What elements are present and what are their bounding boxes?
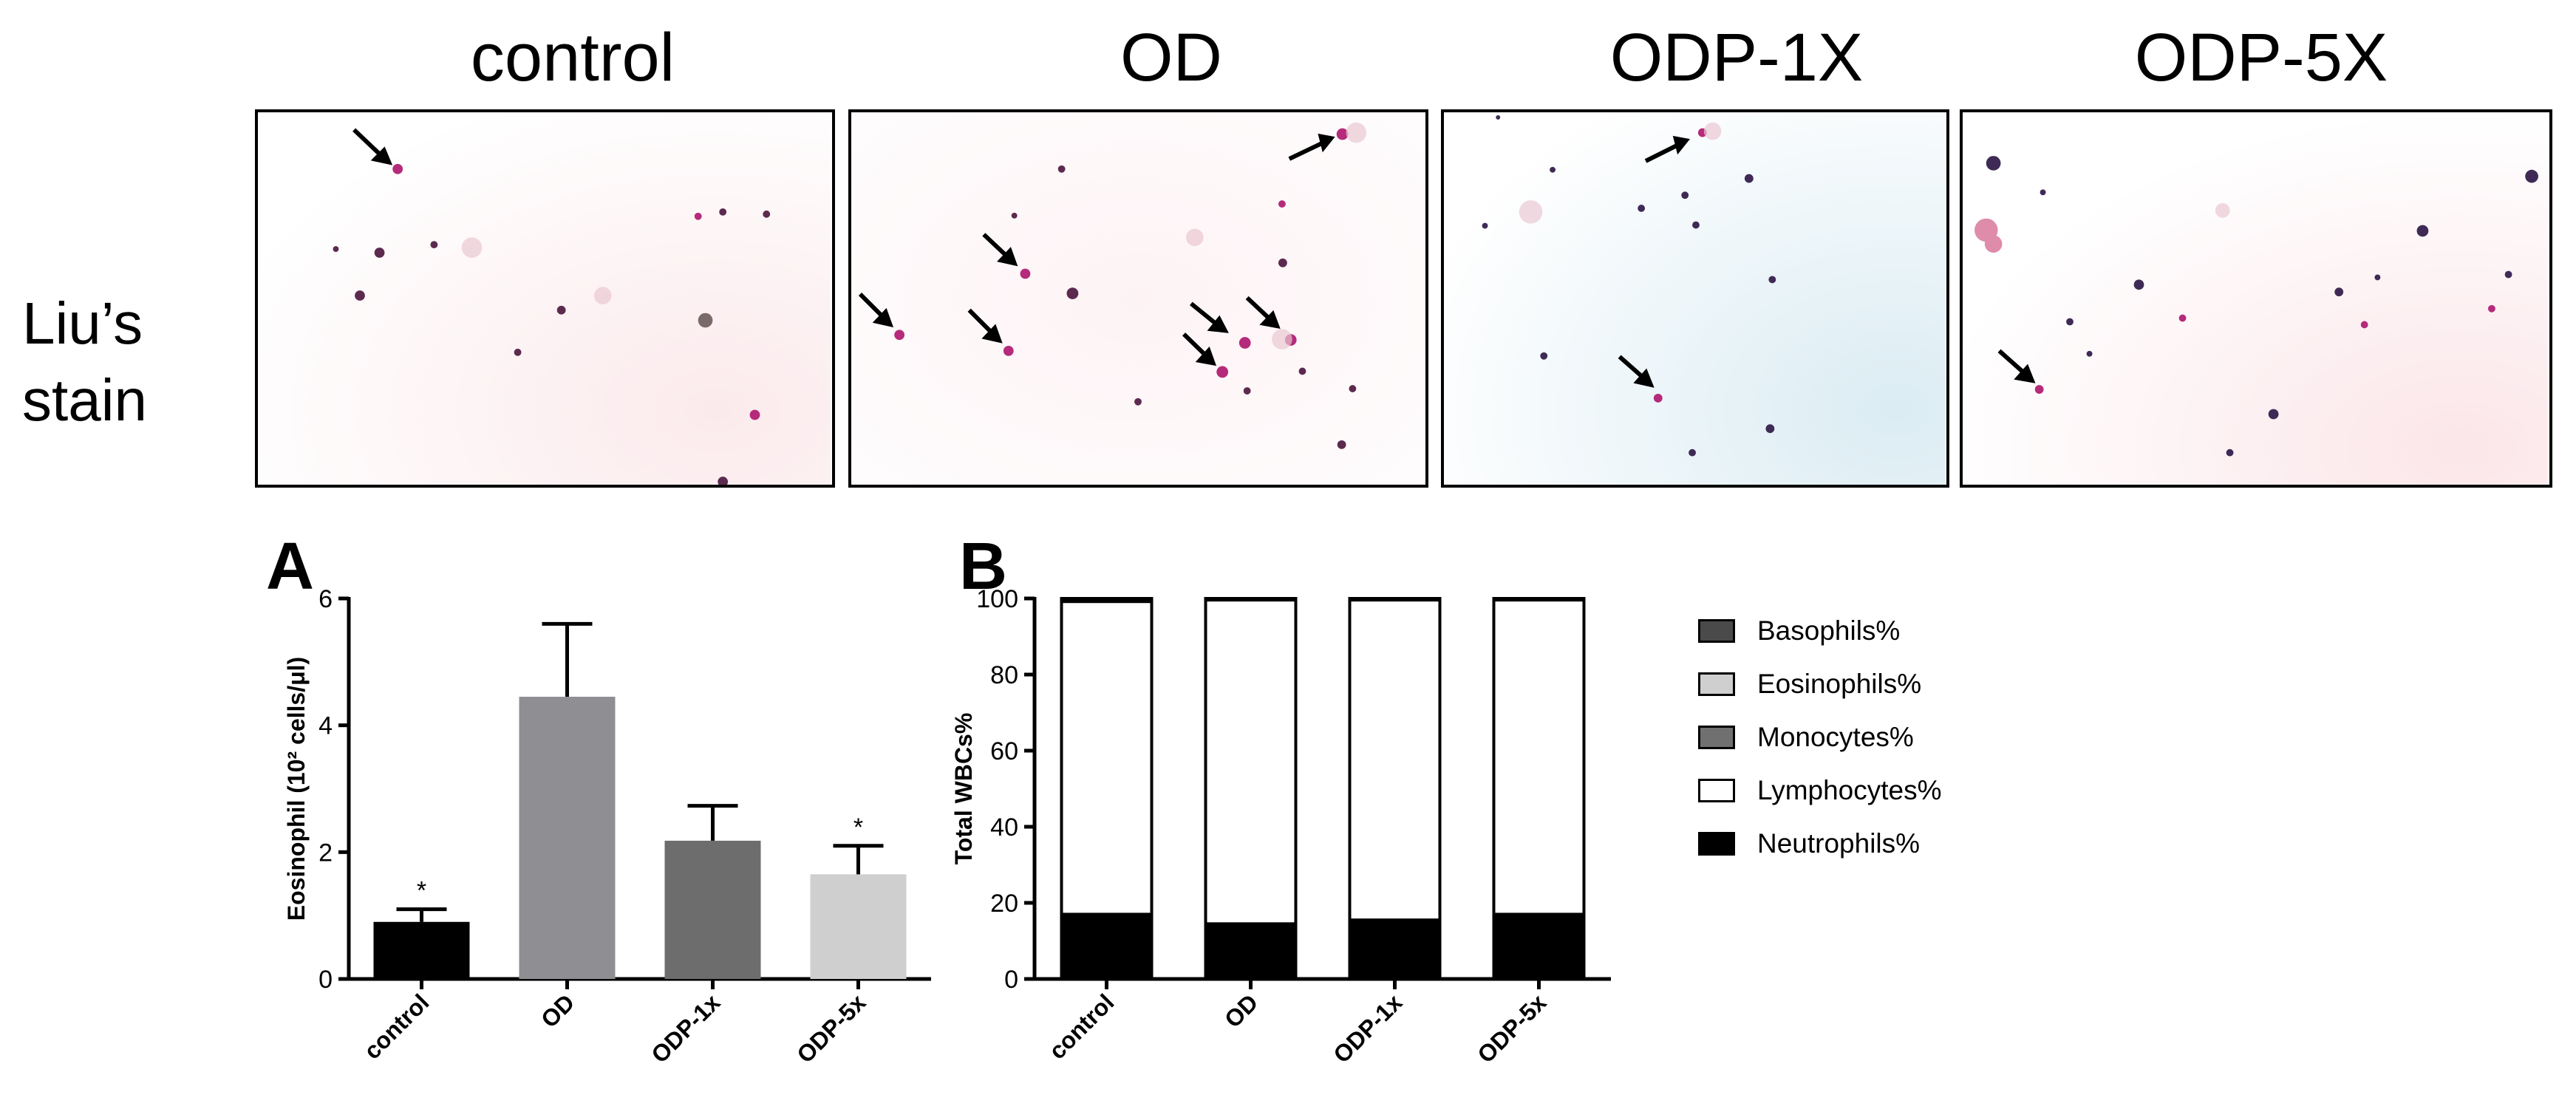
chart-a-bar-odp-5x: [810, 874, 907, 979]
chart-b-x-tick-label-control: control: [1043, 989, 1119, 1064]
chart-a-x-tick-label-od: OD: [536, 989, 579, 1032]
chart-b-segment-neutrophils-odp-1x: [1348, 918, 1442, 980]
legend-swatch-basophils: [1698, 619, 1735, 643]
chart-a-significance-control: *: [417, 877, 426, 905]
panel-title-od: OD: [1120, 20, 1222, 95]
chart-b-segment-lymphocytes-control: [1060, 600, 1154, 916]
micrograph-od: [848, 109, 1428, 488]
chart-b-x-tick-label-od: OD: [1219, 989, 1263, 1032]
chart-b-x-tick-label-odp-1x: ODP-1x: [1328, 989, 1407, 1068]
legend-item-lymphocytes: Lymphocytes%: [1698, 764, 1942, 817]
chart-b-segment-basophils-od: [1204, 597, 1298, 601]
panel-letter-b: B: [959, 530, 1007, 604]
legend-swatch-lymphocytes: [1698, 779, 1735, 802]
chart-a-y-axis-title: Eosinophil (10² cells/μl): [283, 657, 310, 921]
panel-title-odp-1x: ODP-1X: [1609, 20, 1864, 95]
micrograph-odp-5x-image: [1964, 112, 2548, 485]
chart-a-y-tick-label: 6: [318, 585, 333, 613]
chart-a-bar-od: [519, 697, 616, 979]
micrograph-control: [255, 109, 835, 488]
chart-a-bar-odp-1x: [664, 840, 761, 979]
micrograph-odp-5x: [1960, 109, 2552, 488]
micrograph-odp-1x-image: [1445, 112, 1946, 485]
legend-swatch-monocytes: [1698, 726, 1735, 749]
chart-a-y-tick-label: 2: [318, 839, 333, 867]
micrograph-odp-1x: [1441, 109, 1949, 488]
chart-b-segment-lymphocytes-od: [1204, 598, 1298, 926]
panel-title-control: control: [470, 20, 675, 95]
chart-b-segment-basophils-odp-5x: [1492, 597, 1586, 601]
chart-b-segment-neutrophils-odp-5x: [1492, 912, 1586, 981]
panel-letter-a: A: [266, 530, 314, 604]
chart-a-bar-control: [373, 921, 470, 979]
legend-item-basophils: Basophils%: [1698, 604, 1942, 658]
chart-b-y-tick-label: 100: [976, 585, 1018, 613]
legend-item-eosinophils: Eosinophils%: [1698, 658, 1942, 711]
chart-a-x-tick-label-odp-5x: ODP-5x: [791, 989, 870, 1068]
legend-swatch-eosinophils: [1698, 672, 1735, 696]
chart-a-x-tick-label-control: control: [358, 989, 434, 1064]
chart-b-legend: Basophils% Eosinophils% Monocytes% Lymphocy…: [1698, 604, 1942, 870]
chart-a-significance-odp-5x: *: [853, 813, 863, 842]
legend-item-neutrophils: Neutrophils%: [1698, 817, 1942, 870]
chart-b-y-tick-label: 80: [990, 661, 1018, 689]
chart-a-y-tick-label: 4: [318, 712, 333, 740]
chart-a-eosinophil-bar-chart: 0 2 4 6 Eosinophil (10² cells/μl) * control OD O…: [283, 585, 931, 1068]
chart-a-y-tick-label: 0: [318, 966, 333, 994]
stain-label-line2: stain: [22, 367, 147, 433]
chart-b-segment-basophils-odp-1x: [1348, 597, 1442, 601]
legend-label-lymphocytes: Lymphocytes%: [1757, 775, 1942, 805]
legend-item-monocytes: Monocytes%: [1698, 711, 1942, 764]
chart-b-y-tick-label: 60: [990, 737, 1018, 765]
chart-b-segment-lymphocytes-odp-5x: [1492, 598, 1586, 916]
panel-title-odp-5x: ODP-5X: [2134, 20, 2388, 95]
chart-b-segment-neutrophils-control: [1060, 912, 1154, 981]
chart-b-segment-basophils-control: [1060, 597, 1154, 601]
chart-b-segment-lymphocytes-odp-1x: [1348, 598, 1442, 922]
micrograph-control-image: [259, 112, 831, 485]
chart-b-y-tick-label: 40: [990, 813, 1018, 842]
chart-b-y-tick-label: 0: [1004, 966, 1018, 994]
chart-b-segment-neutrophils-od: [1204, 922, 1298, 981]
chart-b-y-axis-title: Total WBCs%: [950, 713, 977, 865]
legend-label-basophils: Basophils%: [1757, 615, 1901, 646]
chart-b-total-wbcs-stacked-bar-chart: 0 20 40 60 80 100 Total WBCs% control OD ODP-1x OD…: [950, 585, 1611, 1068]
legend-label-monocytes: Monocytes%: [1757, 722, 1914, 752]
stain-label-line1: Liu’s: [22, 290, 143, 356]
micrograph-od-image: [853, 112, 1424, 485]
legend-swatch-neutrophils: [1698, 832, 1735, 856]
chart-b-y-tick-label: 20: [990, 890, 1018, 918]
legend-label-eosinophils: Eosinophils%: [1757, 669, 1922, 699]
chart-a-x-tick-label-odp-1x: ODP-1x: [646, 989, 725, 1068]
legend-label-neutrophils: Neutrophils%: [1757, 828, 1921, 859]
chart-b-x-tick-label-odp-5x: ODP-5x: [1472, 989, 1551, 1068]
